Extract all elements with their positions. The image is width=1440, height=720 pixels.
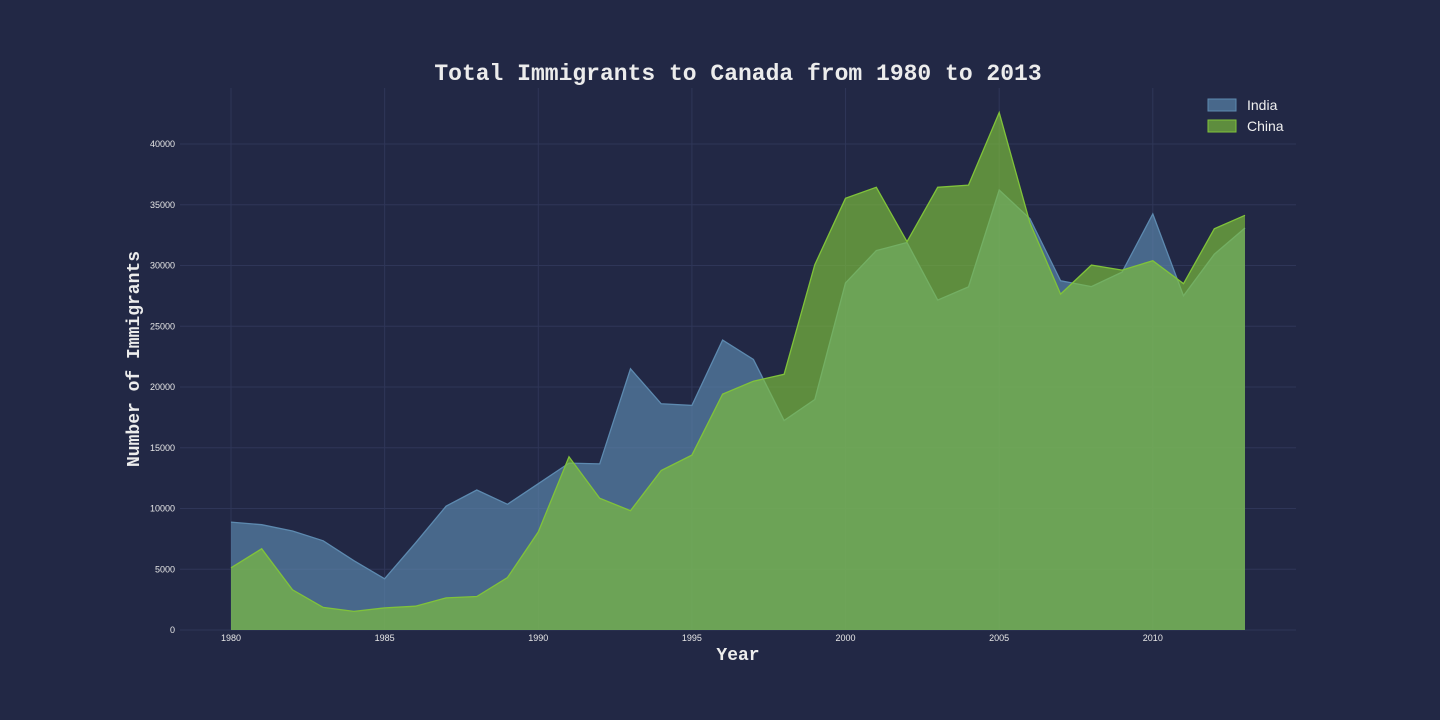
x-tick-label: 2005: [989, 633, 1009, 643]
axis-ticks: 0 5000 10000 15000 20000 25000 30000 35000 40000…: [150, 139, 1163, 643]
y-axis-title: Number of Immigrants: [125, 251, 145, 467]
legend-item-china: China: [1207, 118, 1284, 134]
x-tick-label: 2000: [836, 633, 856, 643]
x-tick-label: 1985: [375, 633, 395, 643]
plot-area: [230, 110, 1246, 631]
x-tick-label: 1990: [528, 633, 548, 643]
y-tick-label: 5000: [155, 564, 175, 574]
area-china: [231, 112, 1245, 631]
legend-swatch-china: [1207, 119, 1237, 133]
y-tick-label: 15000: [150, 443, 175, 453]
x-tick-label: 1980: [221, 633, 241, 643]
x-axis-title: Year: [716, 646, 759, 666]
x-tick-label: 2010: [1143, 633, 1163, 643]
legend-label-china: China: [1247, 118, 1284, 134]
y-tick-label: 0: [170, 625, 175, 635]
chart-title: Total Immigrants to Canada from 1980 to …: [434, 61, 1041, 87]
x-tick-label: 1995: [682, 633, 702, 643]
y-tick-label: 40000: [150, 139, 175, 149]
y-tick-label: 20000: [150, 382, 175, 392]
legend: India China: [1207, 97, 1284, 134]
y-tick-label: 25000: [150, 321, 175, 331]
legend-item-india: India: [1207, 97, 1278, 113]
line-china: [230, 110, 1246, 613]
legend-swatch-india: [1207, 98, 1237, 112]
y-tick-label: 35000: [150, 200, 175, 210]
y-tick-label: 10000: [150, 504, 175, 514]
y-tick-label: 30000: [150, 261, 175, 271]
legend-label-india: India: [1247, 97, 1278, 113]
